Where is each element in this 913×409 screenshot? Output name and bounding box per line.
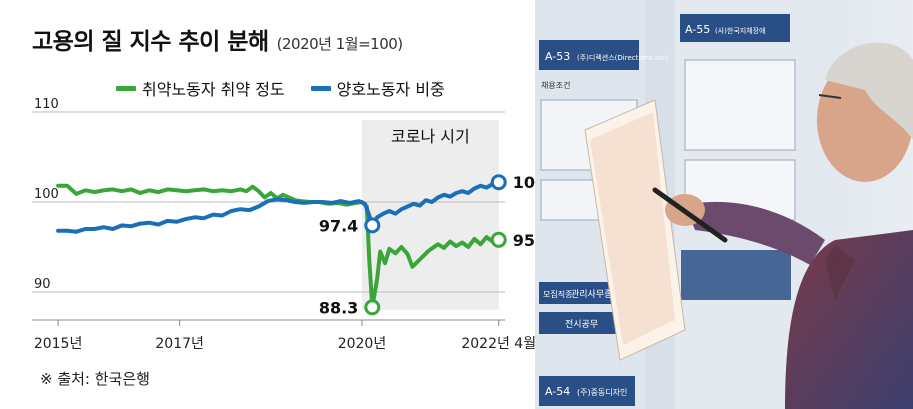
source-note: ※ 출처: 한국은행 [40, 370, 150, 388]
chart-subtitle: (2020년 1월=100) [276, 35, 404, 53]
point-marker [490, 174, 507, 191]
legend-item-vulnerable: 취약노동자 취약 정도 [116, 76, 285, 100]
highlight-label: 코로나 시기 [391, 127, 470, 146]
series-line-good [56, 180, 501, 234]
notice-code-a53: A-53 [545, 50, 570, 63]
y-tick-label: 90 [34, 277, 51, 292]
chart-panel: 코로나 시기 110 100 90 2015년 2017년 2020년 2022년 4월 88.… [32, 22, 535, 388]
notice-company-a55: (사)한국지체장애 [715, 26, 766, 35]
notice-code-a54: A-54 [545, 385, 570, 398]
notice-code-a55: A-55 [685, 23, 710, 36]
x-tick-label: 2020년 [338, 336, 387, 352]
data-label: 95.8 [513, 231, 535, 250]
notice-job-exhibition: 전시공무 [565, 319, 598, 330]
chart-legend: 취약노동자 취약 정도 양호노동자 비중 [116, 76, 445, 100]
legend-item-good: 양호노동자 비중 [310, 76, 445, 100]
chart-svg: 코로나 시기 110 100 90 2015년 2017년 2020년 2022년 4월 88.… [32, 97, 535, 352]
legend-label-vulnerable: 취약노동자 취약 정도 [142, 80, 285, 99]
point-marker [490, 231, 507, 248]
data-label: 88.3 [319, 298, 358, 317]
notice-company-a54: (주)중동디자인 [577, 387, 627, 397]
notice-job-admin: 관리사무종사 [571, 289, 621, 300]
chart-title: 고용의 질 지수 추이 분해 (2020년 1월=100) [32, 22, 403, 56]
chart-title-text: 고용의 질 지수 추이 분해 [32, 29, 269, 55]
data-label: 97.4 [319, 216, 358, 235]
photo-illustration: A-53 (주)디렉션스(Directions.Inc) 채용조건 모집직종 관… [535, 0, 913, 409]
point-marker [364, 299, 381, 316]
data-label: 102.2 [513, 173, 535, 192]
x-tick-label: 2015년 [34, 336, 83, 352]
notice-label-type: 모집직종 [543, 289, 572, 299]
news-photo: A-53 (주)디렉션스(Directions.Inc) 채용조건 모집직종 관… [535, 0, 913, 409]
person [665, 42, 913, 409]
paper-sheet [584, 99, 686, 361]
y-tick-label: 100 [34, 187, 59, 202]
notice-company-a53: (주)디렉션스(Directions.Inc) [577, 53, 668, 62]
y-tick-label: 110 [34, 97, 59, 112]
legend-swatch-vulnerable [116, 85, 136, 91]
notice-label-conditions: 채용조건 [541, 80, 570, 90]
x-tick-label: 2022년 4월 [461, 336, 535, 352]
notice-left: A-53 (주)디렉션스(Directions.Inc) 채용조건 모집직종 관… [535, 0, 668, 409]
x-tick-label: 2017년 [155, 336, 204, 352]
pen [652, 187, 728, 243]
point-marker [364, 217, 381, 234]
legend-swatch-good [310, 85, 331, 91]
legend-label-good: 양호노동자 비중 [336, 80, 445, 99]
